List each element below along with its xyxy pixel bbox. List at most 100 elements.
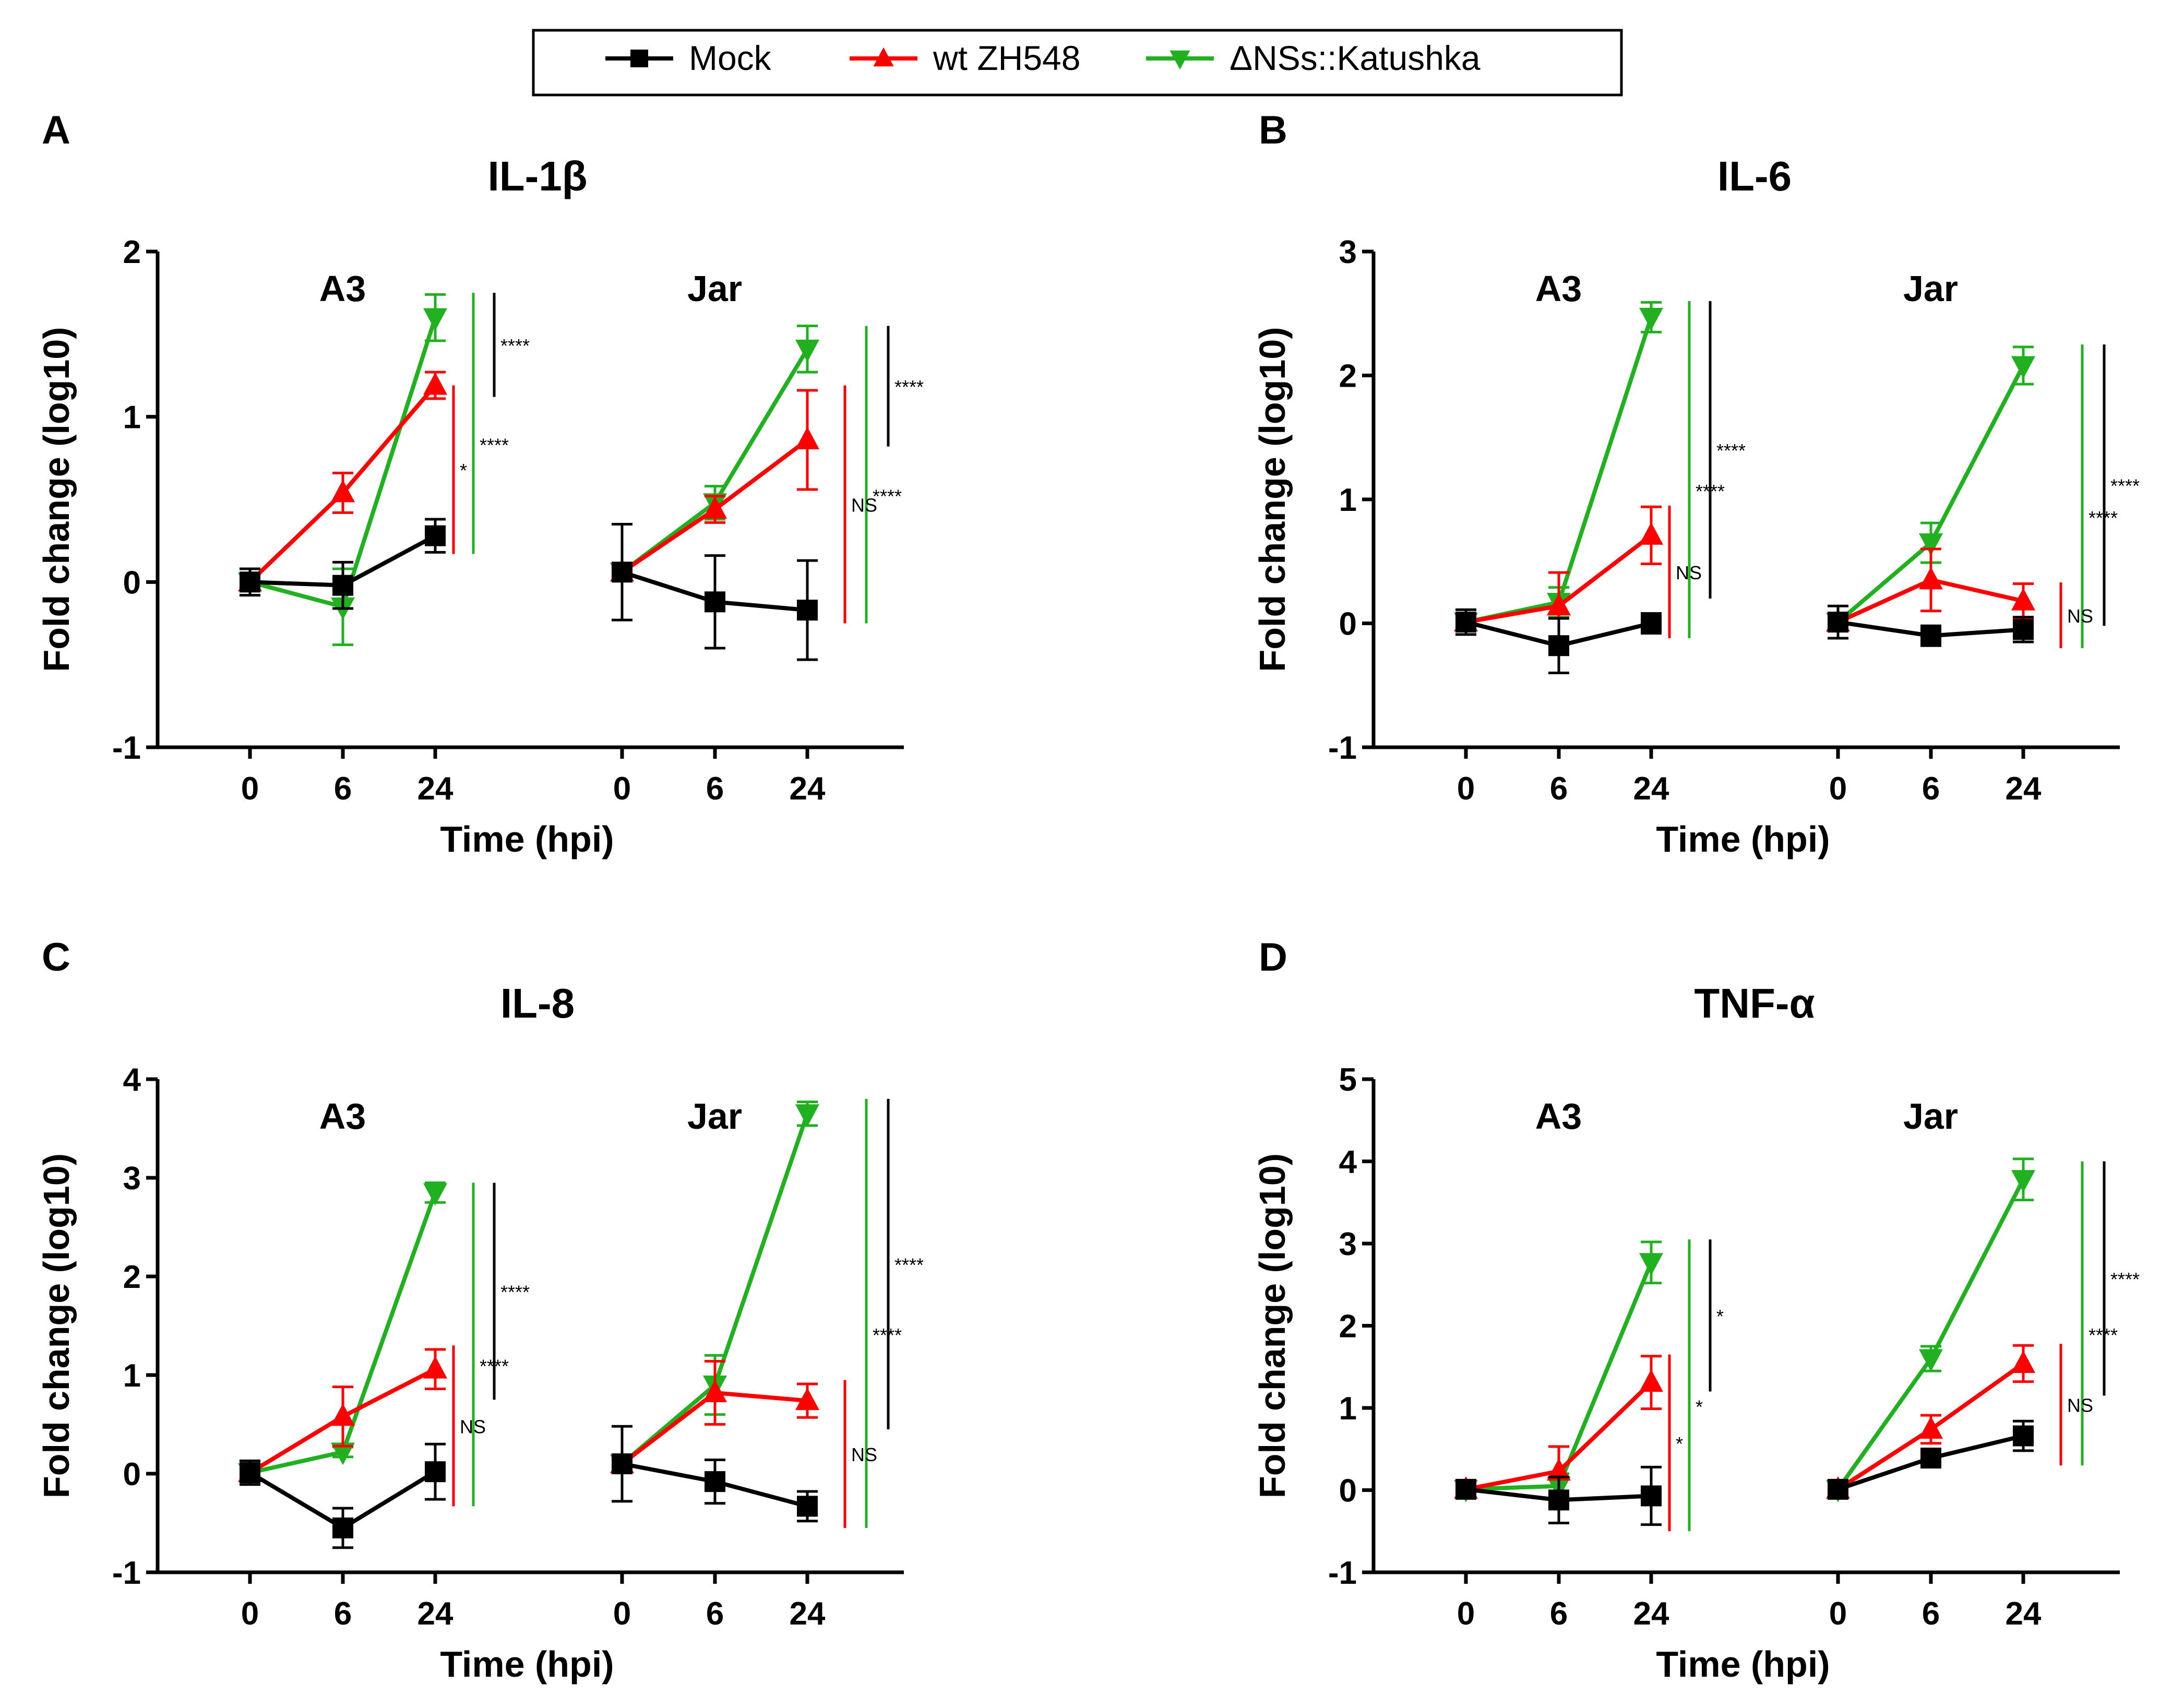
stat-black: * [1709, 1239, 1724, 1392]
group-label: Jar [1903, 268, 1958, 309]
x-tick-label: 0 [613, 771, 631, 807]
data-point [1920, 625, 1941, 647]
data-point [1919, 1416, 1943, 1439]
data-point [1828, 1478, 1848, 1500]
x-tick-label: 0 [241, 771, 259, 807]
data-point [1639, 522, 1663, 545]
stat-label: **** [1716, 440, 1746, 461]
x-tick-label: 24 [1633, 1596, 1669, 1632]
x-tick-label: 24 [790, 771, 826, 807]
series-mock [240, 518, 446, 610]
data-point [1547, 593, 1571, 616]
panel-letter: A [42, 108, 70, 152]
stat-label: * [1676, 1433, 1683, 1454]
group-label: A3 [1535, 268, 1582, 309]
data-point [795, 1104, 819, 1127]
x-axis-title: Time (hpi) [1656, 1644, 1830, 1685]
legend-label: Mock [689, 39, 772, 77]
group-a3: 0 6 24 A3 **** **** NS [238, 1096, 530, 1632]
x-tick-label: 6 [1922, 1596, 1940, 1632]
data-point [795, 1388, 819, 1411]
stat-label: **** [2089, 1324, 2118, 1346]
y-tick-label: 2 [1339, 1309, 1357, 1345]
stat-green: * [1688, 1239, 1703, 1532]
data-point [1547, 1458, 1571, 1481]
group-jar: 0 6 24 Jar **** **** NS [1826, 268, 2140, 807]
legend-entry-nss-katushka: ΔNSs::Katushka [1146, 39, 1481, 77]
y-tick-label: 4 [123, 1062, 141, 1098]
group-jar: 0 6 24 Jar **** **** NS [610, 1096, 924, 1632]
data-point [1920, 1448, 1941, 1469]
stat-label: **** [480, 1355, 509, 1377]
data-point [705, 591, 725, 613]
stat-label: NS [1676, 562, 1702, 583]
x-tick-label: 6 [706, 771, 724, 807]
x-tick-label: 0 [241, 1596, 259, 1632]
data-point [2013, 619, 2034, 640]
y-tick-label: -1 [112, 730, 141, 766]
data-point [423, 1183, 447, 1206]
data-point [1919, 533, 1943, 556]
y-tick-label: 5 [1339, 1062, 1357, 1098]
stat-label: * [1716, 1306, 1724, 1327]
stat-label: **** [1696, 481, 1725, 502]
stat-green: **** [865, 326, 902, 624]
data-point [2011, 588, 2035, 611]
x-tick-label: 24 [2006, 1596, 2042, 1632]
group-a3: 0 6 24 A3 * * * [1454, 1096, 1724, 1632]
data-point [1455, 612, 1476, 633]
panel-c: C IL-8 -1 0 1 2 3 4 Fold change (log10) Time (hpi… [36, 935, 924, 1685]
y-tick-label: 1 [123, 1358, 141, 1394]
y-tick-label: -1 [1328, 1555, 1357, 1591]
group-label: A3 [1535, 1096, 1582, 1137]
data-point [612, 562, 632, 583]
y-axis-title: Fold change (log10) [1252, 327, 1293, 672]
data-point [705, 1471, 725, 1492]
data-point [1548, 635, 1569, 656]
data-point [703, 496, 727, 519]
panel-title: IL-8 [500, 980, 575, 1026]
legend-entry-wt-zh548: wt ZH548 [850, 39, 1080, 77]
data-point [2011, 356, 2035, 379]
data-point [331, 1442, 355, 1465]
series-mock [1455, 608, 1662, 674]
x-tick-label: 0 [1829, 1596, 1847, 1632]
x-tick-label: 0 [1457, 771, 1475, 807]
x-tick-label: 6 [334, 771, 352, 807]
stat-label: **** [500, 1281, 530, 1303]
stat-red: NS [2059, 582, 2093, 648]
y-tick-label: 0 [123, 1456, 141, 1492]
stat-red: NS [1668, 505, 1702, 638]
stat-green: **** [2081, 1161, 2118, 1466]
y-tick-label: 4 [1339, 1144, 1357, 1180]
series-mock [612, 523, 818, 661]
group-label: A3 [319, 1096, 366, 1137]
x-tick-label: 6 [1550, 1596, 1568, 1632]
data-point [423, 372, 447, 395]
y-tick-label: 1 [1339, 1391, 1357, 1427]
x-tick-label: 6 [334, 1596, 352, 1632]
series-mock [1828, 1419, 2034, 1500]
stat-label: NS [460, 1416, 486, 1437]
x-tick-label: 24 [1633, 771, 1669, 807]
stat-label: **** [480, 434, 509, 456]
stat-black: **** [887, 1098, 924, 1429]
data-point [703, 1380, 727, 1403]
stat-label: * [460, 460, 467, 481]
stat-black: **** [2103, 1161, 2140, 1396]
group-jar: 0 6 24 Jar **** **** NS [1826, 1096, 2140, 1632]
y-tick-label: -1 [1328, 730, 1357, 766]
panel-letter: D [1259, 935, 1287, 980]
stat-label: **** [894, 376, 924, 398]
y-tick-label: 1 [123, 400, 141, 436]
x-tick-label: 6 [1550, 771, 1568, 807]
data-point [1919, 1349, 1943, 1372]
group-label: Jar [687, 268, 742, 309]
y-tick-label: 1 [1339, 482, 1357, 518]
legend-marker-square [630, 50, 648, 67]
stat-black: **** [1709, 301, 1746, 599]
y-tick-label: 3 [123, 1161, 141, 1197]
y-axis-title: Fold change (log10) [36, 1153, 77, 1498]
panel-d: D TNF-α -1 0 1 2 3 4 5 Fold change (log10) Time (h… [1252, 935, 2140, 1685]
